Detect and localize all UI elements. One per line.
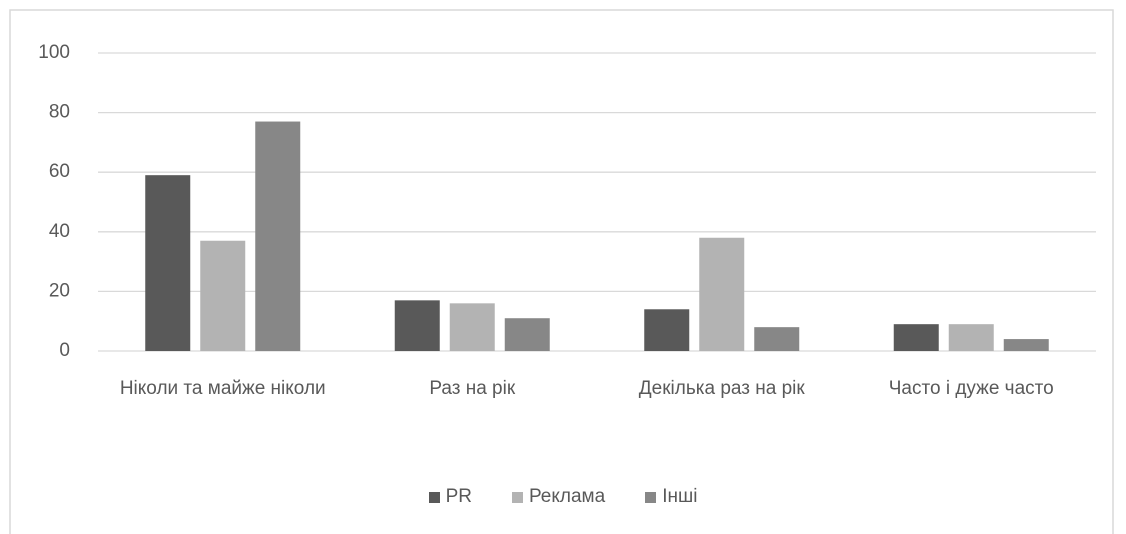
legend-label: Інші	[662, 486, 698, 507]
legend: PR Реклама Інші	[0, 486, 1126, 508]
x-tick-label: Часто і дуже часто	[888, 378, 1054, 399]
bar	[644, 309, 690, 351]
bar	[948, 324, 994, 351]
legend-item: PR	[428, 486, 472, 508]
y-tick-label: 40	[49, 221, 70, 242]
y-tick-label: 0	[59, 340, 70, 361]
bar	[255, 121, 301, 351]
legend-swatch	[428, 491, 440, 503]
chart-border	[9, 9, 1114, 534]
y-tick-label: 100	[38, 42, 70, 63]
legend-label: PR	[445, 486, 472, 507]
bar	[754, 327, 800, 351]
y-tick-label: 60	[49, 161, 70, 182]
y-tick-label: 20	[49, 280, 70, 301]
bar	[699, 237, 745, 351]
bar	[200, 240, 246, 351]
bar	[449, 303, 495, 351]
bar	[504, 318, 550, 351]
x-tick-label: Декілька раз на рік	[638, 378, 805, 399]
bar	[394, 300, 440, 351]
legend-swatch	[645, 491, 657, 503]
legend-item: Інші	[645, 486, 697, 508]
legend-label: Реклама	[528, 486, 606, 507]
x-tick-label: Ніколи та майже ніколи	[119, 378, 326, 399]
bar	[145, 175, 191, 351]
bar	[893, 324, 939, 351]
bar	[1003, 339, 1049, 351]
y-tick-label: 80	[49, 102, 70, 123]
legend-swatch	[511, 491, 523, 503]
x-tick-label: Раз на рік	[429, 378, 516, 399]
legend-item: Реклама	[511, 486, 606, 508]
